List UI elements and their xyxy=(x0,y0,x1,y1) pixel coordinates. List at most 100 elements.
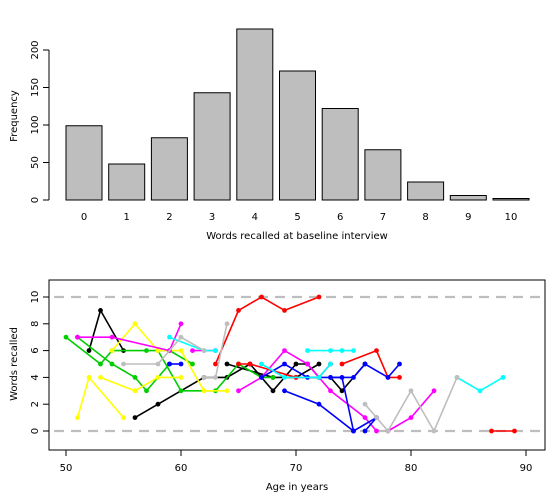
series-line xyxy=(261,363,332,379)
data-point xyxy=(190,348,195,353)
data-point xyxy=(98,308,103,313)
x-tick-label: 50 xyxy=(60,463,73,474)
data-point xyxy=(328,348,333,353)
y-tick-label: 50 xyxy=(30,156,41,169)
bar xyxy=(492,198,530,201)
data-point xyxy=(155,361,161,367)
x-tick-label: 80 xyxy=(405,463,418,474)
data-point xyxy=(178,375,184,380)
data-point xyxy=(190,361,195,367)
data-point xyxy=(201,348,207,353)
data-point xyxy=(316,375,322,380)
bar xyxy=(279,70,316,201)
series-line xyxy=(214,296,320,365)
plot-frame xyxy=(48,279,546,451)
data-point xyxy=(316,294,322,300)
data-point xyxy=(408,415,414,420)
data-point xyxy=(224,388,230,394)
y-tick-label: 0 xyxy=(30,197,41,203)
series xyxy=(259,361,356,434)
x-tick-label: 9 xyxy=(465,212,471,223)
x-tick-label: 2 xyxy=(166,212,172,223)
data-point xyxy=(178,321,184,327)
series xyxy=(155,348,276,394)
x-axis-title: Age in years xyxy=(266,482,328,493)
x-tick-label: 6 xyxy=(337,212,343,223)
data-point xyxy=(512,428,517,434)
data-point xyxy=(201,388,207,394)
series xyxy=(259,361,333,380)
data-point xyxy=(270,388,276,394)
data-point xyxy=(351,428,356,434)
data-point xyxy=(86,375,92,380)
series xyxy=(305,348,356,353)
data-point xyxy=(75,334,80,340)
data-point xyxy=(351,348,356,353)
series xyxy=(121,334,207,367)
data-point xyxy=(362,401,368,407)
data-point xyxy=(178,388,184,394)
data-point xyxy=(109,348,115,353)
series xyxy=(98,375,184,394)
x-tick-label: 1 xyxy=(124,212,130,223)
data-point xyxy=(374,415,379,420)
data-point xyxy=(362,415,368,420)
bar xyxy=(65,125,103,201)
x-tick-label: 3 xyxy=(209,212,215,223)
data-point xyxy=(397,375,402,380)
x-tick-label: 5 xyxy=(294,212,300,223)
data-point xyxy=(328,388,333,394)
data-point xyxy=(247,361,253,367)
bar xyxy=(150,137,188,201)
data-point xyxy=(178,334,184,340)
data-point xyxy=(155,401,161,407)
x-axis-title: Words recalled at baseline interview xyxy=(206,231,388,242)
data-point xyxy=(305,361,310,367)
data-point xyxy=(259,361,264,367)
data-point xyxy=(431,428,437,434)
series-group xyxy=(63,294,517,434)
bar-chart: 0 50 100 150 200 0 1 2 3 4 5 6 7 8 9 10 Words recalled… xyxy=(9,28,530,242)
y-tick-label: 4 xyxy=(30,374,41,380)
y-tick-label: 2 xyxy=(30,401,41,407)
data-point xyxy=(362,361,368,367)
data-point xyxy=(282,375,287,380)
series xyxy=(201,321,230,380)
y-tick-label: 150 xyxy=(30,78,41,97)
data-point xyxy=(328,375,333,380)
data-point xyxy=(339,388,345,394)
series xyxy=(236,348,379,434)
data-point xyxy=(75,415,80,420)
data-point xyxy=(224,321,230,327)
bar xyxy=(364,149,402,201)
data-point xyxy=(385,375,391,380)
data-point xyxy=(86,348,92,353)
x-tick-label: 70 xyxy=(290,463,303,474)
data-point xyxy=(109,334,115,340)
series xyxy=(75,375,126,420)
data-point xyxy=(98,361,103,367)
bar-group xyxy=(65,28,530,201)
series xyxy=(489,428,517,434)
data-point xyxy=(155,375,161,380)
data-point xyxy=(397,361,402,367)
line-chart: 0 2 4 6 8 10 50 60 70 80 90 Age in years Words re… xyxy=(9,279,546,493)
series-line xyxy=(364,377,458,433)
x-tick-label: 0 xyxy=(81,212,87,223)
data-point xyxy=(98,375,103,380)
bar xyxy=(193,92,231,201)
x-tick-label: 10 xyxy=(505,212,518,223)
series-line xyxy=(77,323,182,352)
data-point xyxy=(282,348,287,353)
x-tick-label: 8 xyxy=(422,212,428,223)
y-axis: 0 50 100 150 200 xyxy=(30,40,50,203)
data-point xyxy=(144,348,149,353)
series-line xyxy=(387,390,435,432)
x-tick-label: 90 xyxy=(520,463,533,474)
series-line xyxy=(123,336,205,365)
series-line xyxy=(100,376,181,392)
data-point xyxy=(132,375,138,380)
data-point xyxy=(155,348,161,353)
series xyxy=(167,361,184,367)
data-point xyxy=(213,361,218,367)
